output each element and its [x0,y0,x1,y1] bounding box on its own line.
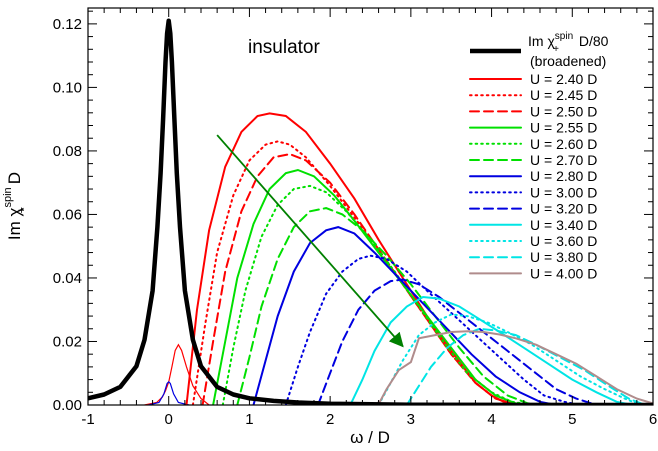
x-tick-label: 3 [407,411,415,428]
x-tick-label: 4 [487,411,495,428]
series-line-5 [221,184,533,405]
series-line-3 [201,153,529,405]
ticks [87,8,654,406]
legend-label-6: U = 2.70 D [530,152,597,168]
insulator-annotation: insulator [248,37,320,58]
y-axis-label: Im χspin+ D [2,172,28,240]
small-peak-1 [148,380,190,405]
legend-label-5: U = 2.60 D [530,136,597,152]
series-line-9 [317,278,598,405]
y-tick-label: 0.02 [53,333,82,350]
y-tick-label: 0.10 [53,79,82,96]
series-line-10 [349,295,634,405]
y-tick-label: 0.08 [53,143,82,160]
y-tick-label: 0.06 [53,206,82,223]
x-axis-label: ω / D [350,428,390,447]
legend: Im χspin + D/80 (broadened) U = 2.40 DU =… [469,31,609,281]
legend-label-2: U = 2.45 D [530,87,597,103]
legend-label-4: U = 2.55 D [530,120,597,136]
legend-label-broadened: Im χspin + D/80 [528,31,609,55]
legend-label-11: U = 3.60 D [530,233,597,249]
x-tick-label: -1 [81,411,94,428]
y-tick-labels: 0.00 0.02 0.04 0.06 0.08 0.10 0.12 [53,16,82,414]
series-line-7 [252,226,558,405]
x-tick-labels: -1 0 1 2 3 4 5 6 [81,411,657,428]
series-line-6 [236,207,541,405]
legend-label-broadened-line2: (broadened) [530,53,606,69]
legend-label-8: U = 3.00 D [530,184,597,200]
legend-label-3: U = 2.50 D [530,103,597,119]
trend-arrow [216,134,404,348]
broadened-curve-group [88,18,653,405]
series-line-4 [212,168,533,405]
x-tick-label: 0 [165,411,173,428]
y-tick-label: 0.00 [53,397,82,414]
x-tick-label: 1 [245,411,253,428]
broadened-curve [88,18,653,405]
legend-label-9: U = 3.20 D [530,201,597,217]
plot-frame [87,7,654,406]
curves [144,112,653,405]
x-tick-label: 6 [649,411,657,428]
legend-label-13: U = 4.00 D [530,265,597,281]
series-line-8 [284,254,582,405]
x-tick-label: 5 [568,411,576,428]
legend-label-10: U = 3.40 D [530,217,597,233]
legend-entries: U = 2.40 DU = 2.45 DU = 2.50 DU = 2.55 D… [469,71,597,281]
series-line-11 [377,313,642,405]
legend-label-12: U = 3.80 D [530,249,597,265]
y-tick-label: 0.12 [53,16,82,33]
series-line-13 [373,330,653,405]
legend-label-7: U = 2.80 D [530,168,597,184]
y-tick-label: 0.04 [53,270,82,287]
series-line-12 [405,327,646,405]
series-line-2 [191,140,529,405]
x-tick-label: 2 [326,411,334,428]
legend-label-1: U = 2.40 D [530,71,597,87]
